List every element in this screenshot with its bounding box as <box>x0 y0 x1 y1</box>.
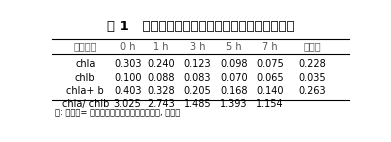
Text: chla/ chlb: chla/ chlb <box>61 99 109 109</box>
Text: 0.263: 0.263 <box>299 86 326 96</box>
Text: 1.485: 1.485 <box>183 99 211 109</box>
Text: 0.075: 0.075 <box>256 59 284 68</box>
Text: 0.070: 0.070 <box>220 73 248 83</box>
Text: 0.140: 0.140 <box>256 86 284 96</box>
Text: 0 h: 0 h <box>120 42 135 52</box>
Text: 注: 降解值= 各时间点比前一时间点相差之和, 下同。: 注: 降解值= 各时间点比前一时间点相差之和, 下同。 <box>55 109 180 118</box>
Text: 1.393: 1.393 <box>220 99 248 109</box>
Text: chlb: chlb <box>75 73 95 83</box>
Text: 0.303: 0.303 <box>114 59 142 68</box>
Text: 表 1   丙酮碾磨法所得叶绿素含量及光稳定性比较: 表 1 丙酮碾磨法所得叶绿素含量及光稳定性比较 <box>107 20 294 33</box>
Text: 0.205: 0.205 <box>183 86 211 96</box>
Text: 0.168: 0.168 <box>220 86 248 96</box>
Text: 2.743: 2.743 <box>147 99 175 109</box>
Text: 3.025: 3.025 <box>114 99 142 109</box>
Text: 3 h: 3 h <box>190 42 205 52</box>
Text: 丙酮碾磨: 丙酮碾磨 <box>74 42 97 52</box>
Text: 0.098: 0.098 <box>220 59 248 68</box>
Text: chla: chla <box>75 59 95 68</box>
Text: 0.100: 0.100 <box>114 73 142 83</box>
Text: chla+ b: chla+ b <box>66 86 104 96</box>
Text: 1.154: 1.154 <box>256 99 284 109</box>
Text: 0.065: 0.065 <box>256 73 284 83</box>
Text: 0.083: 0.083 <box>184 73 211 83</box>
Text: 0.403: 0.403 <box>114 86 142 96</box>
Text: 0.228: 0.228 <box>299 59 326 68</box>
Text: 降解值: 降解值 <box>304 42 321 52</box>
Text: 5 h: 5 h <box>226 42 242 52</box>
Text: 0.240: 0.240 <box>147 59 175 68</box>
Text: 0.328: 0.328 <box>147 86 175 96</box>
Text: 0.088: 0.088 <box>147 73 175 83</box>
Text: 1 h: 1 h <box>153 42 169 52</box>
Text: 0.123: 0.123 <box>183 59 211 68</box>
Text: 0.035: 0.035 <box>299 73 326 83</box>
Text: 7 h: 7 h <box>262 42 278 52</box>
